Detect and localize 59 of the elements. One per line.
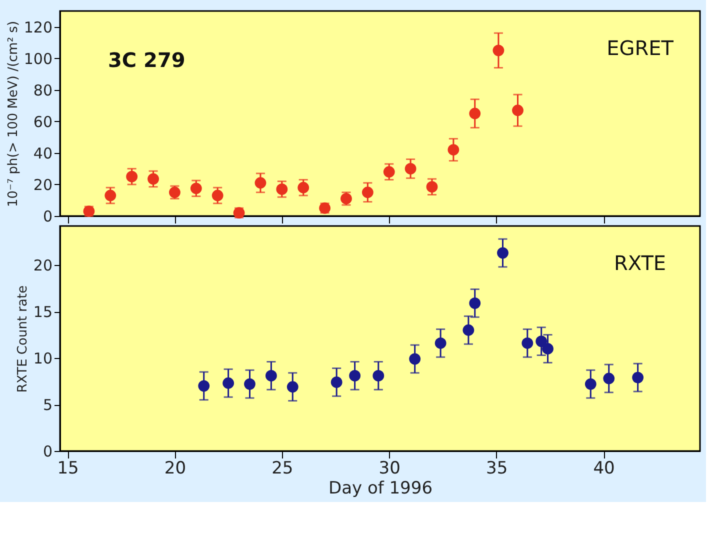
point [469, 297, 481, 309]
x-tick-label: 15 [57, 458, 79, 478]
y-axis-title: RXTE Count rate [15, 285, 30, 393]
point [632, 372, 644, 384]
y-tick-label: 40 [33, 144, 52, 162]
y-tick-label: 120 [24, 18, 52, 36]
y-tick-label: 20 [33, 256, 52, 275]
point [492, 44, 504, 56]
point [448, 144, 460, 156]
point [265, 370, 277, 382]
y-tick-label: 15 [33, 303, 52, 322]
point [542, 343, 554, 354]
point [404, 163, 416, 174]
y-tick-label: 60 [33, 112, 52, 131]
point [522, 337, 534, 349]
point [148, 173, 159, 185]
y-tick-label: 80 [33, 81, 52, 100]
x-tick-label: 35 [486, 458, 508, 478]
y-tick-label: 20 [33, 176, 52, 194]
point [330, 376, 342, 388]
point [104, 190, 116, 202]
point [212, 190, 224, 202]
point [462, 324, 474, 336]
y-tick-label: 0 [42, 208, 52, 226]
point [426, 181, 438, 193]
annotation: EGRET [606, 36, 674, 60]
point [584, 378, 596, 390]
point [362, 186, 374, 198]
point [512, 104, 524, 116]
y-tick-label: 5 [42, 396, 52, 414]
x-axis-title: Day of 1996 [328, 478, 433, 498]
point [126, 170, 138, 182]
point [286, 381, 298, 393]
point [372, 370, 384, 382]
point [222, 377, 234, 389]
point [276, 184, 288, 195]
x-tick-label: 40 [593, 458, 615, 478]
point [298, 182, 310, 194]
y-tick-label: 100 [24, 50, 52, 68]
point [434, 337, 446, 349]
x-tick-label: 30 [378, 458, 400, 478]
annotation: RXTE [614, 251, 666, 275]
point [198, 380, 210, 392]
point [254, 177, 266, 189]
y-tick-label: 10 [33, 350, 52, 368]
point [409, 353, 421, 365]
annotation: 3C 279 [108, 48, 186, 72]
point [536, 336, 548, 347]
point [383, 166, 395, 178]
y-axis-title: 10⁻⁷ ph(> 100 MeV) /(cm² s) [6, 20, 21, 208]
point [349, 370, 361, 382]
point [244, 378, 256, 390]
point [497, 247, 508, 259]
x-tick-label: 25 [272, 458, 294, 478]
y-tick-label: 0 [42, 442, 52, 460]
point [603, 372, 615, 384]
point [190, 182, 202, 194]
x-tick-label: 20 [164, 458, 186, 478]
point [469, 108, 481, 120]
